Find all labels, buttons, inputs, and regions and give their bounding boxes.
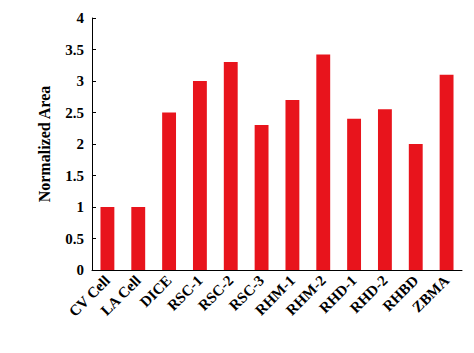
svg-text:2.5: 2.5: [65, 105, 84, 121]
svg-text:CV Cell: CV Cell: [65, 272, 114, 320]
svg-text:0: 0: [77, 262, 85, 278]
svg-text:ZBMA: ZBMA: [409, 272, 452, 315]
svg-text:2: 2: [77, 136, 85, 152]
svg-text:RHD-1: RHD-1: [316, 272, 360, 316]
svg-text:RSC-3: RSC-3: [225, 272, 268, 314]
svg-text:RSC-1: RSC-1: [164, 272, 206, 314]
svg-text:DICE: DICE: [136, 272, 175, 311]
svg-text:LA Cell: LA Cell: [98, 272, 144, 318]
svg-text:Normalized Area: Normalized Area: [36, 86, 53, 203]
svg-text:1: 1: [77, 199, 85, 215]
svg-text:RHM-1: RHM-1: [252, 272, 299, 319]
svg-text:RHD-2: RHD-2: [347, 272, 391, 316]
svg-text:3: 3: [77, 73, 85, 89]
svg-text:RHM-2: RHM-2: [282, 272, 329, 319]
svg-text:3.5: 3.5: [65, 42, 84, 58]
svg-text:1.5: 1.5: [65, 168, 84, 184]
svg-text:RSC-2: RSC-2: [195, 272, 237, 314]
svg-text:RHBD: RHBD: [379, 272, 422, 315]
svg-text:0.5: 0.5: [65, 231, 84, 247]
svg-text:4: 4: [77, 10, 85, 26]
